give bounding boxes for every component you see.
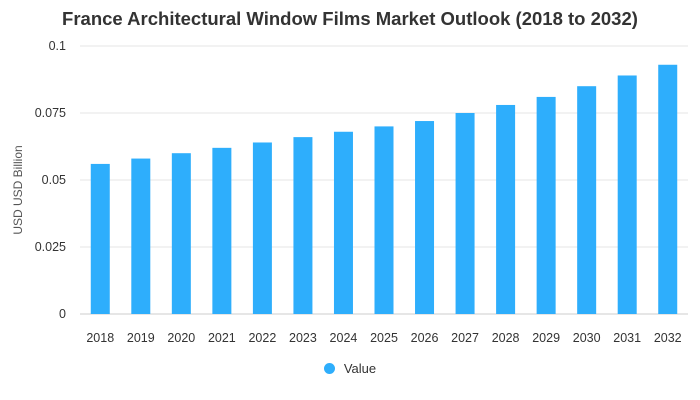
x-tick-label: 2021 [208, 331, 236, 345]
bar-2031[interactable] [617, 75, 637, 314]
x-tick-label: 2024 [330, 331, 358, 345]
bar-2027[interactable] [455, 113, 475, 314]
legend: Value [0, 361, 700, 376]
x-tick-label: 2023 [289, 331, 317, 345]
y-axis-label: USD USD Billion [11, 145, 25, 234]
y-tick-label: 0.05 [42, 173, 66, 187]
y-axis-ticks: 0 0.025 0.05 0.075 0.1 [35, 39, 66, 321]
x-tick-label: 2020 [167, 331, 195, 345]
bar-2020[interactable] [171, 153, 191, 314]
x-axis-ticks: 2018 2019 2020 2021 2022 2023 2024 2025 2026 2027… [86, 331, 681, 345]
x-tick-label: 2022 [248, 331, 276, 345]
bar-2028[interactable] [496, 104, 516, 315]
y-tick-label: 0.075 [35, 106, 66, 120]
bar-2029[interactable] [536, 96, 556, 314]
bar-2021[interactable] [212, 147, 232, 314]
bar-2025[interactable] [374, 126, 394, 315]
bar-2032[interactable] [658, 64, 678, 314]
x-tick-label: 2032 [654, 331, 682, 345]
bar-2022[interactable] [252, 142, 272, 314]
bar-2023[interactable] [293, 137, 313, 314]
x-tick-label: 2031 [613, 331, 641, 345]
bar-2019[interactable] [131, 158, 151, 314]
x-tick-label: 2030 [573, 331, 601, 345]
x-tick-label: 2028 [492, 331, 520, 345]
y-tick-label: 0 [59, 307, 66, 321]
y-tick-label: 0.1 [49, 39, 66, 53]
x-tick-label: 2029 [532, 331, 560, 345]
legend-label: Value [343, 361, 377, 376]
bar-2026[interactable] [415, 121, 435, 314]
y-tick-label: 0.025 [35, 240, 66, 254]
x-tick-label: 2025 [370, 331, 398, 345]
x-tick-label: 2026 [411, 331, 439, 345]
chart-title: France Architectural Window Films Market… [62, 8, 638, 29]
bar-2018[interactable] [90, 163, 110, 314]
legend-swatch [323, 363, 335, 374]
bar-2024[interactable] [333, 131, 353, 314]
x-tick-label: 2018 [86, 331, 114, 345]
x-tick-label: 2027 [451, 331, 479, 345]
bars [90, 64, 678, 315]
bar-2030[interactable] [577, 86, 597, 314]
x-tick-label: 2019 [127, 331, 155, 345]
